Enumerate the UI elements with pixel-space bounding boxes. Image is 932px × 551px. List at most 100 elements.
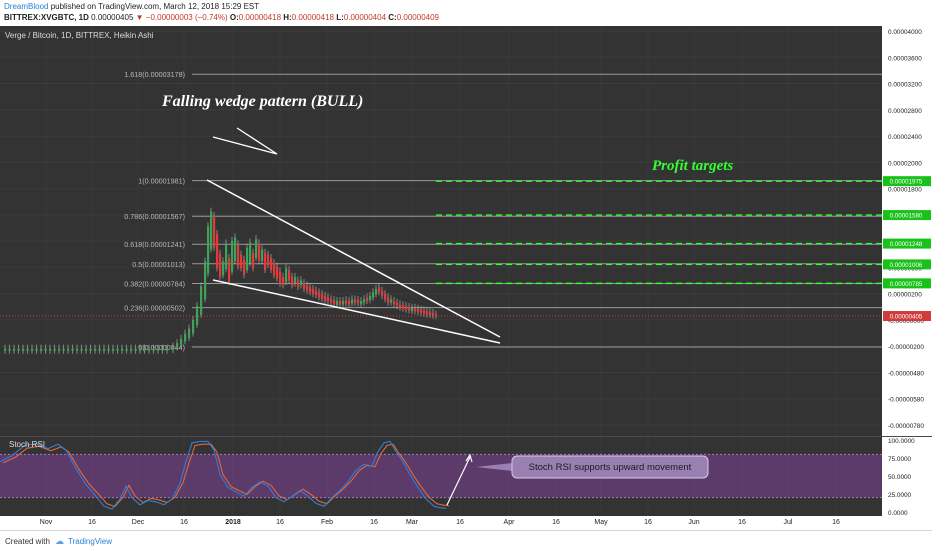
stoch-rsi-lines	[0, 440, 512, 510]
candle-body	[417, 308, 420, 313]
fib-level-label: 0.5(0.00001013)	[132, 260, 185, 269]
publish-line: DreamBlood published on TradingView.com,…	[4, 2, 259, 11]
stoch-callout-box	[511, 455, 709, 479]
time-tick-label: 16	[644, 519, 652, 526]
time-tick-label: Mar	[406, 519, 419, 526]
time-tick-label: Apr	[504, 519, 516, 526]
price-tick-label: -0.00000580	[888, 397, 924, 404]
candle-body	[213, 215, 216, 248]
candle-body	[384, 294, 387, 300]
candle-body	[381, 290, 384, 296]
tradingview-logo-text[interactable]: TradingView	[68, 537, 113, 546]
candle-body	[333, 300, 336, 305]
candle-body	[393, 300, 396, 305]
price-badges: 0.00001975 0.00001580 0.00001248 0.00001006…	[883, 176, 931, 322]
candle-body	[143, 348, 146, 351]
stoch-title: Stoch RSI	[9, 440, 45, 449]
callout-arrow-line	[446, 456, 471, 506]
wedge-upper-line	[206, 179, 501, 338]
candle-body	[85, 348, 88, 351]
candle-body	[176, 343, 179, 348]
chart-title: Verge / Bitcoin, 1D, BITTREX, Heikin Ash…	[5, 31, 154, 40]
candle-body	[222, 261, 225, 276]
time-tick-label: Jul	[784, 519, 793, 526]
candle-body	[363, 299, 366, 303]
fib-level-label: 0(0.00000044)	[138, 343, 185, 352]
time-tick-label: Dec	[132, 519, 145, 526]
chart-header: DreamBlood published on TradingView.com,…	[0, 0, 932, 26]
candle-body	[103, 348, 106, 351]
wedge-sketch-lower	[236, 127, 278, 155]
candle-body	[237, 244, 240, 267]
candle-body	[318, 292, 321, 298]
cloud-icon: ☁	[55, 536, 64, 546]
close-label: C:	[388, 13, 397, 22]
time-tick-label: 16	[832, 519, 840, 526]
time-tick-label: Feb	[321, 519, 333, 526]
candle-body	[291, 276, 294, 286]
current-price-badge	[883, 311, 931, 322]
ohlc-line: BITTREX:XVGBTC, 1D 0.00000405 ▼ −0.00000…	[4, 13, 439, 22]
candle-body	[327, 297, 330, 301]
price-tick-label: -0.00000000	[888, 318, 924, 325]
candle-body	[192, 319, 195, 334]
candle-body	[414, 307, 417, 312]
candle-body	[228, 258, 231, 283]
low-value: 0.00000404	[343, 13, 387, 22]
wedge-sketch-upper	[212, 136, 278, 155]
candle-body	[112, 348, 115, 351]
candle-body	[330, 299, 333, 303]
candle-body	[40, 348, 43, 351]
price-tick-label: -0.00000200	[888, 344, 924, 351]
candle-body	[8, 348, 11, 351]
author-link[interactable]: DreamBlood	[4, 2, 49, 11]
candle-body	[184, 333, 187, 342]
pane-separator	[0, 436, 932, 437]
close-value: 0.00000409	[396, 13, 439, 22]
price-change: ▼ −0.00000003 (−0.74%)	[135, 13, 228, 22]
candle-body	[261, 249, 264, 262]
open-label: O:	[229, 13, 239, 22]
profit-target-badge	[883, 238, 931, 249]
time-tick-label: 16	[180, 519, 188, 526]
candle-body	[49, 348, 52, 351]
candle-body	[354, 299, 357, 303]
price-tick-label: 0.00002800	[888, 108, 922, 115]
candle-body	[402, 305, 405, 309]
candle-body	[378, 287, 381, 293]
candle-body	[200, 286, 203, 315]
grid-lines	[0, 26, 882, 516]
candle-body	[116, 348, 119, 351]
candle-body	[297, 280, 300, 288]
candle-body	[71, 348, 74, 351]
candle-body	[152, 348, 155, 351]
candle-body	[282, 276, 285, 286]
candle-body	[255, 239, 258, 259]
candle-body	[204, 261, 207, 300]
candle-body	[423, 310, 426, 314]
candle-body	[234, 237, 237, 262]
time-axis: Nov 16 Dec 16 2018 16 Feb 16 Mar 16 Apr 16 May 16 Jun 1…	[40, 519, 840, 526]
time-tick-label: Jun	[688, 519, 699, 526]
candle-body	[172, 346, 175, 350]
candle-body	[390, 299, 393, 303]
candle-body	[432, 313, 435, 316]
candle-body	[339, 300, 342, 305]
fib-level-label: 1(0.00001981)	[138, 177, 185, 186]
candle-body	[396, 302, 399, 307]
low-label: L:	[336, 13, 344, 22]
price-tick-label: 0.00002000	[888, 160, 922, 167]
targets-annotation: Profit targets	[652, 158, 733, 174]
candle-body	[246, 247, 249, 271]
fib-level-label: 0.236(0.00000502)	[124, 304, 185, 313]
candle-body	[360, 300, 363, 305]
candle-body	[80, 348, 83, 351]
time-tick-label: 16	[370, 519, 378, 526]
open-value: 0.00000418	[238, 13, 282, 22]
time-tick-label: 16	[88, 519, 96, 526]
candle-body	[67, 348, 70, 351]
annotations: Falling wedge pattern (BULL) Profit targ…	[5, 31, 733, 479]
chart-canvas[interactable]: 1.618(0.00003178) 1(0.00001981) 0.786(0.00…	[0, 0, 932, 530]
candle-body	[94, 348, 97, 351]
candle-body	[300, 280, 303, 286]
